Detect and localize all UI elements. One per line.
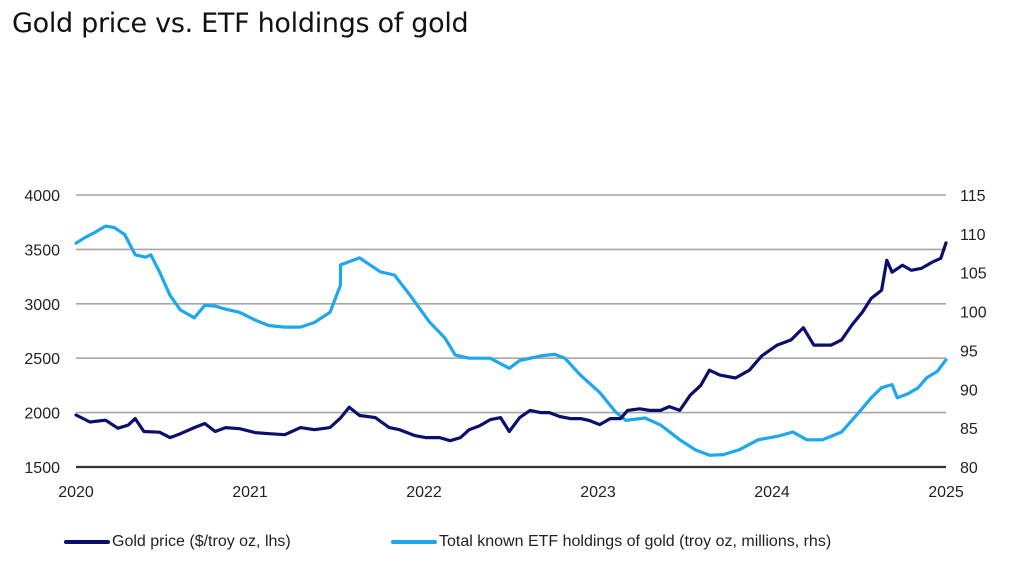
- right-tick-label: 105: [960, 266, 987, 283]
- right-tick-label: 80: [960, 460, 978, 477]
- right-tick-label: 90: [960, 382, 978, 399]
- legend-item-gold-price: Gold price ($/troy oz, lhs): [64, 533, 291, 551]
- legend-swatch-etf-holdings: [391, 540, 437, 544]
- right-tick-label: 85: [960, 421, 978, 438]
- right-tick-label: 100: [960, 305, 987, 322]
- left-tick-label: 1500: [24, 460, 60, 477]
- right-tick-label: 110: [960, 227, 986, 244]
- chart-svg: 4000 3500 3000 2500 2000 1500 115 110 105 100 95 9…: [24, 188, 987, 501]
- left-axis-ticks: 4000 3500 3000 2500 2000 1500: [24, 188, 60, 477]
- x-tick-label: 2020: [58, 484, 94, 501]
- legend-label-etf-holdings: Total known ETF holdings of gold (troy o…: [439, 533, 832, 550]
- chart-title: Gold price vs. ETF holdings of gold: [12, 8, 469, 39]
- series-lines: [74, 224, 948, 457]
- left-tick-label: 2500: [24, 351, 60, 368]
- legend: Gold price ($/troy oz, lhs) Total known …: [0, 533, 1024, 557]
- gridlines: [76, 194, 946, 469]
- x-axis-ticks: 2020 2021 2022 2023 2024 2025: [58, 484, 964, 501]
- series-line-gold-price: [74, 241, 948, 443]
- x-tick-label: 2024: [754, 484, 790, 501]
- legend-swatch-gold-price: [64, 540, 110, 544]
- left-tick-label: 4000: [24, 188, 60, 205]
- series-line-etf-holdings: [74, 224, 948, 457]
- x-tick-label: 2025: [928, 484, 964, 501]
- legend-item-etf-holdings: Total known ETF holdings of gold (troy o…: [391, 533, 831, 551]
- left-tick-label: 3500: [24, 242, 60, 259]
- x-tick-label: 2021: [232, 484, 268, 501]
- right-tick-label: 115: [960, 188, 986, 205]
- left-tick-label: 3000: [24, 297, 60, 314]
- right-tick-label: 95: [960, 343, 978, 360]
- x-tick-label: 2023: [580, 484, 616, 501]
- legend-label-gold-price: Gold price ($/troy oz, lhs): [112, 533, 291, 550]
- x-tick-label: 2022: [406, 484, 442, 501]
- left-tick-label: 2000: [24, 406, 60, 423]
- right-axis-ticks: 115 110 105 100 95 90 85 80: [960, 188, 987, 477]
